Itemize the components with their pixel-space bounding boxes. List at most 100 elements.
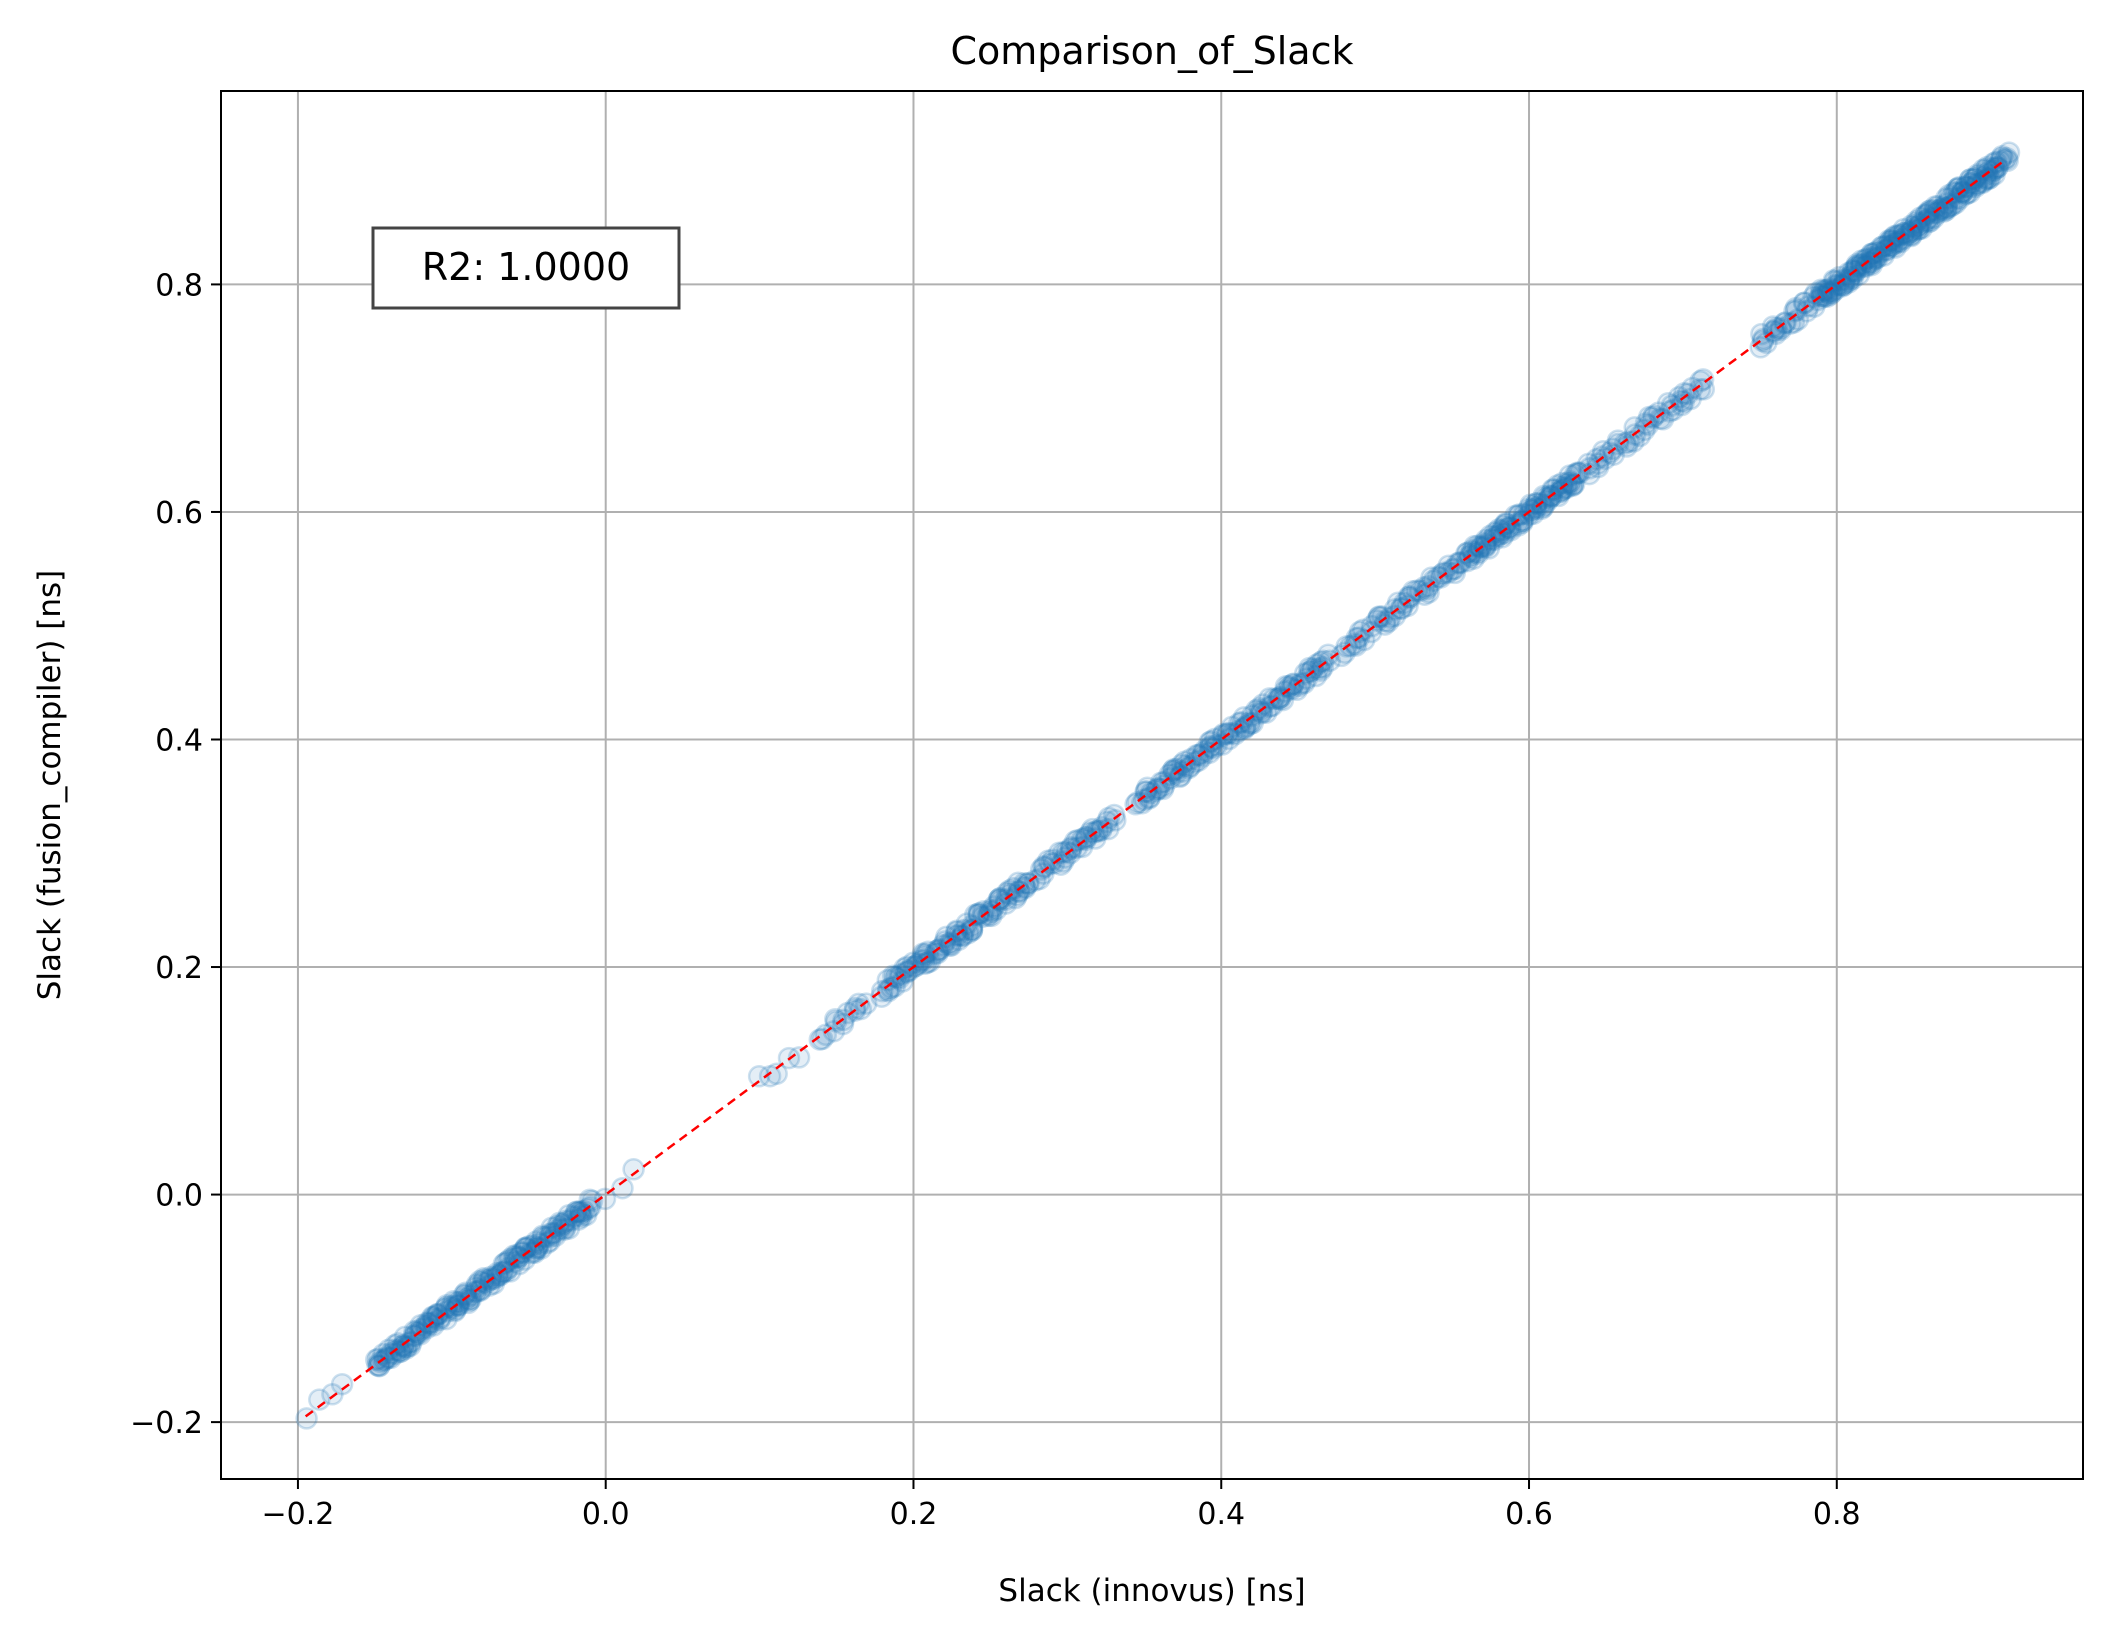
scatter-point bbox=[822, 1019, 846, 1043]
scatter-point bbox=[1028, 867, 1051, 891]
scatter-point bbox=[1577, 452, 1600, 476]
scatter-point bbox=[1532, 495, 1555, 519]
scatter-point bbox=[364, 1348, 388, 1372]
scatter-point bbox=[1947, 175, 1971, 199]
scatter-point bbox=[531, 1225, 555, 1249]
scatter-point bbox=[1845, 254, 1869, 278]
scatter-point bbox=[1564, 463, 1587, 486]
scatter-point bbox=[452, 1283, 476, 1306]
scatter-point bbox=[814, 1023, 838, 1047]
scatter-point bbox=[1820, 281, 1844, 304]
scatter-point bbox=[1005, 883, 1029, 907]
scatter-point bbox=[1870, 235, 1893, 259]
scatter-point bbox=[1854, 255, 1877, 279]
scatter-point bbox=[1456, 549, 1479, 573]
scatter-point bbox=[1490, 526, 1514, 549]
scatter-point bbox=[498, 1247, 522, 1271]
scatter-point bbox=[1541, 478, 1564, 501]
scatter-point bbox=[1304, 664, 1328, 688]
scatter-point bbox=[926, 941, 949, 965]
scatter-point bbox=[1134, 780, 1158, 804]
scatter-point bbox=[1144, 779, 1168, 802]
scatter-point bbox=[1183, 751, 1206, 774]
scatter-point bbox=[1205, 734, 1228, 757]
scatter-point bbox=[1102, 803, 1126, 827]
scatter-point bbox=[1593, 447, 1617, 471]
scatter-point bbox=[1161, 759, 1184, 782]
scatter-point bbox=[1169, 764, 1192, 788]
scatter-point bbox=[395, 1335, 418, 1359]
scatter-point bbox=[1966, 163, 1989, 186]
scatter-point bbox=[1301, 657, 1325, 680]
scatter-point bbox=[1298, 660, 1321, 684]
scatter-point bbox=[1398, 585, 1422, 608]
scatter-point bbox=[539, 1222, 562, 1246]
scatter-point bbox=[567, 1208, 590, 1231]
scatter-point bbox=[1173, 750, 1196, 774]
scatter-point bbox=[1474, 528, 1498, 552]
scatter-point bbox=[1513, 502, 1536, 526]
scatter-point bbox=[1562, 472, 1586, 496]
scatter-point bbox=[1055, 840, 1078, 863]
scatter-point bbox=[469, 1278, 493, 1301]
scatter-point bbox=[1850, 249, 1873, 272]
scatter-point bbox=[1162, 757, 1186, 781]
scatter-point bbox=[879, 976, 903, 1000]
scatter-point bbox=[1997, 141, 2021, 164]
scatter-point bbox=[457, 1291, 480, 1315]
scatter-point bbox=[1769, 318, 1793, 341]
scatter-point bbox=[1305, 653, 1329, 676]
scatter-point bbox=[1203, 727, 1227, 751]
scatter-point bbox=[444, 1298, 467, 1321]
scatter-point bbox=[1860, 242, 1883, 266]
scatter-point bbox=[1945, 177, 1969, 200]
scatter-point bbox=[1841, 259, 1865, 282]
scatter-point bbox=[1483, 521, 1507, 544]
scatter-point bbox=[1978, 166, 2002, 190]
scatter-point bbox=[883, 965, 907, 988]
scatter-point bbox=[1033, 856, 1056, 879]
scatter-point bbox=[1397, 585, 1421, 608]
scatter-point bbox=[1907, 217, 1930, 241]
scatter-point bbox=[1344, 634, 1368, 657]
scatter-point bbox=[967, 902, 990, 925]
scatter-point bbox=[548, 1211, 571, 1235]
scatter-point bbox=[831, 1012, 855, 1036]
scatter-point bbox=[443, 1299, 467, 1323]
scatter-point bbox=[1546, 474, 1569, 497]
scatter-point bbox=[967, 902, 991, 925]
scatter-point bbox=[996, 881, 1019, 904]
scatter-points bbox=[295, 141, 2021, 1430]
scatter-point bbox=[1552, 477, 1576, 500]
scatter-point bbox=[1613, 432, 1637, 455]
scatter-point bbox=[1542, 478, 1565, 501]
scatter-point bbox=[1628, 424, 1652, 448]
scatter-point bbox=[1511, 511, 1534, 534]
scatter-point bbox=[1293, 662, 1317, 685]
scatter-point bbox=[1882, 226, 1905, 249]
scatter-point bbox=[1830, 273, 1853, 297]
scatter-point bbox=[514, 1237, 537, 1260]
scatter-point bbox=[913, 952, 937, 975]
scatter-point bbox=[1133, 788, 1156, 812]
scatter-point bbox=[824, 1010, 848, 1033]
scatter-point bbox=[1990, 146, 2013, 170]
scatter-point bbox=[1244, 699, 1268, 722]
scatter-point bbox=[1483, 528, 1506, 552]
scatter-point bbox=[1478, 524, 1502, 548]
scatter-point bbox=[847, 992, 870, 1016]
scatter-point bbox=[1377, 610, 1400, 633]
scatter-point bbox=[1059, 841, 1082, 865]
scatter-point bbox=[1881, 235, 1904, 258]
scatter-point bbox=[1198, 741, 1221, 764]
scatter-point bbox=[1333, 641, 1356, 664]
chart-title: Comparison_of_Slack bbox=[950, 29, 1353, 73]
scatter-point bbox=[1874, 234, 1898, 258]
scatter-point bbox=[367, 1354, 391, 1378]
scatter-point bbox=[1793, 291, 1816, 314]
scatter-point bbox=[383, 1334, 407, 1357]
scatter-point bbox=[544, 1224, 567, 1248]
scatter-point bbox=[928, 938, 951, 961]
scatter-point bbox=[998, 879, 1021, 902]
scatter-point bbox=[1906, 218, 1930, 241]
